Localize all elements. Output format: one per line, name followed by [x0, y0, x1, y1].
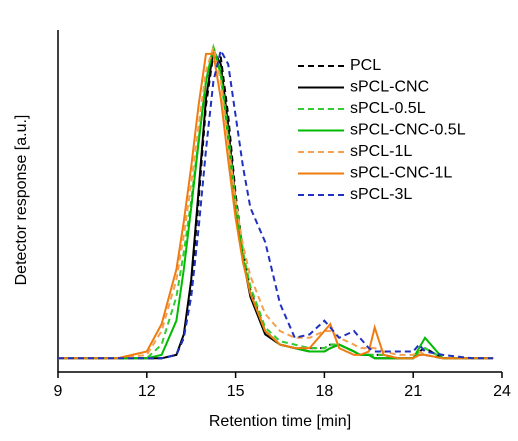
legend-label: sPCL-CNC-0.5L: [350, 122, 466, 139]
legend-label: sPCL-CNC-1L: [350, 165, 452, 182]
x-tick-label: 21: [404, 383, 422, 400]
legend-label: sPCL-1L: [350, 143, 412, 160]
legend-label: sPCL-0.5L: [350, 100, 426, 117]
series-line: [58, 52, 494, 360]
legend-label: PCL: [350, 57, 381, 74]
series-line: [58, 47, 494, 360]
x-tick-label: 12: [138, 383, 156, 400]
x-tick-label: 15: [227, 383, 245, 400]
series-line: [58, 47, 494, 360]
x-axis-label: Retention time [min]: [209, 413, 351, 430]
x-tick-label: 24: [493, 383, 511, 400]
y-axis-label: Detector response [a.u.]: [13, 115, 30, 286]
x-tick-label: 9: [54, 383, 63, 400]
x-tick-label: 18: [316, 383, 334, 400]
series-line: [58, 52, 494, 360]
legend-label: sPCL-CNC: [350, 79, 429, 96]
series-line: [58, 43, 494, 360]
legend-label: sPCL-3L: [350, 186, 412, 203]
